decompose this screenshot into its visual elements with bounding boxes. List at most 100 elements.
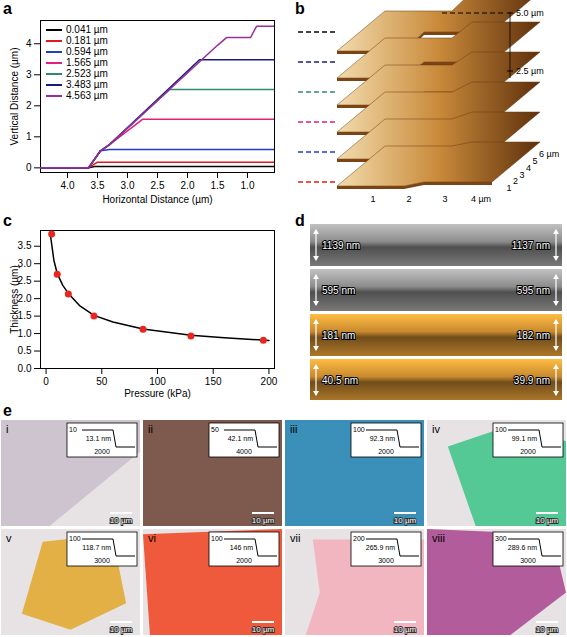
svg-text:4.0: 4.0 [61,180,75,191]
svg-text:viii: viii [432,532,445,544]
svg-text:99.1 nm: 99.1 nm [512,435,537,442]
svg-text:3.0: 3.0 [121,180,135,191]
svg-text:2: 2 [406,194,411,204]
svg-text:Vertical Distance (µm): Vertical Distance (µm) [9,47,20,145]
svg-text:5.0 µm: 5.0 µm [516,8,544,18]
svg-text:2.5: 2.5 [18,275,32,286]
svg-text:289.6 nm: 289.6 nm [508,544,537,551]
svg-text:Pressure (kPa): Pressure (kPa) [124,388,191,399]
svg-text:3000: 3000 [520,557,536,564]
svg-text:1.5: 1.5 [18,310,32,321]
html-text:c: c [3,212,12,229]
svg-text:2: 2 [26,100,32,111]
html-text:0.041 µm: 0.041 µm [66,24,108,35]
svg-text:0.0: 0.0 [18,363,32,374]
svg-text:1: 1 [26,131,32,142]
svg-text:4: 4 [26,38,32,49]
svg-text:vii: vii [290,532,300,544]
svg-text:200: 200 [353,535,365,542]
svg-text:100: 100 [69,535,81,542]
svg-text:3.0: 3.0 [18,258,32,269]
svg-text:300: 300 [495,535,507,542]
svg-text:iv: iv [432,423,440,435]
svg-text:100: 100 [211,535,223,542]
svg-text:v: v [6,532,12,544]
svg-text:10 µm: 10 µm [394,516,417,525]
svg-text:Thickness (µm): Thickness (µm) [9,265,20,334]
svg-text:1.0: 1.0 [241,180,255,191]
svg-text:0.5: 0.5 [18,345,32,356]
svg-text:3: 3 [26,69,32,80]
svg-text:Horizontal Distance (µm): Horizontal Distance (µm) [102,194,212,205]
svg-text:118.7 nm: 118.7 nm [82,544,111,551]
svg-text:6 µm: 6 µm [539,149,559,159]
html-text:0.594 µm: 0.594 µm [66,46,108,57]
html-text:b: b [295,0,305,17]
svg-text:1139 nm: 1139 nm [322,240,360,251]
svg-text:39.9 nm: 39.9 nm [514,375,550,386]
svg-text:50: 50 [211,426,219,433]
svg-text:200: 200 [261,376,278,387]
svg-text:4 µm: 4 µm [471,194,491,204]
svg-text:146 nm: 146 nm [230,544,254,551]
html-text:d: d [295,212,305,229]
html-text:3.483 µm: 3.483 µm [66,79,108,90]
svg-text:1.5: 1.5 [211,180,225,191]
svg-text:265.9 nm: 265.9 nm [366,544,395,551]
svg-text:182 nm: 182 nm [517,330,550,341]
svg-text:595 nm: 595 nm [517,285,550,296]
svg-text:2000: 2000 [94,448,110,455]
svg-text:4: 4 [526,163,531,173]
svg-text:92.3 nm: 92.3 nm [370,435,395,442]
svg-text:595 nm: 595 nm [322,285,355,296]
svg-text:iii: iii [290,423,297,435]
svg-text:150: 150 [205,376,222,387]
svg-text:10 µm: 10 µm [394,625,417,634]
svg-text:3.5: 3.5 [18,240,32,251]
svg-text:4000: 4000 [236,448,252,455]
svg-text:10 µm: 10 µm [110,516,133,525]
svg-text:10: 10 [69,426,77,433]
svg-text:50: 50 [96,376,108,387]
html-text:1.565 µm: 1.565 µm [66,57,108,68]
svg-text:i: i [6,423,8,435]
svg-text:ii: ii [148,423,153,435]
svg-text:2000: 2000 [378,448,394,455]
svg-text:2.0: 2.0 [181,180,195,191]
svg-text:1: 1 [507,183,512,193]
html-text:a: a [3,0,12,17]
svg-text:0: 0 [43,376,49,387]
svg-text:vi: vi [148,532,156,544]
svg-text:10 µm: 10 µm [252,516,275,525]
svg-text:10 µm: 10 µm [110,625,133,634]
svg-text:100: 100 [495,426,507,433]
svg-text:3: 3 [442,194,447,204]
svg-text:10 µm: 10 µm [536,625,559,634]
svg-text:42.1 nm: 42.1 nm [228,435,253,442]
svg-text:2.0: 2.0 [18,293,32,304]
svg-text:13.1 nm: 13.1 nm [86,435,111,442]
svg-text:2.5 µm: 2.5 µm [516,66,544,76]
svg-text:1: 1 [370,194,375,204]
svg-text:5: 5 [533,156,538,166]
svg-text:100: 100 [353,426,365,433]
svg-text:1137 nm: 1137 nm [512,240,550,251]
svg-text:3000: 3000 [378,557,394,564]
svg-text:100: 100 [149,376,166,387]
svg-text:40.5 nm: 40.5 nm [322,375,358,386]
svg-text:10 µm: 10 µm [252,625,275,634]
svg-text:3000: 3000 [94,557,110,564]
html-text:4.563 µm: 4.563 µm [66,90,108,101]
svg-text:2000: 2000 [520,448,536,455]
svg-text:10 µm: 10 µm [536,516,559,525]
svg-text:181 nm: 181 nm [322,330,355,341]
svg-text:1.0: 1.0 [18,328,32,339]
svg-text:3.5: 3.5 [91,180,105,191]
svg-text:0: 0 [26,162,32,173]
svg-text:3: 3 [520,170,525,180]
svg-text:2.5: 2.5 [151,180,165,191]
svg-text:2: 2 [513,176,518,186]
svg-text:2000: 2000 [236,557,252,564]
html-text:0.181 µm: 0.181 µm [66,35,108,46]
html-text:2.523 µm: 2.523 µm [66,68,108,79]
